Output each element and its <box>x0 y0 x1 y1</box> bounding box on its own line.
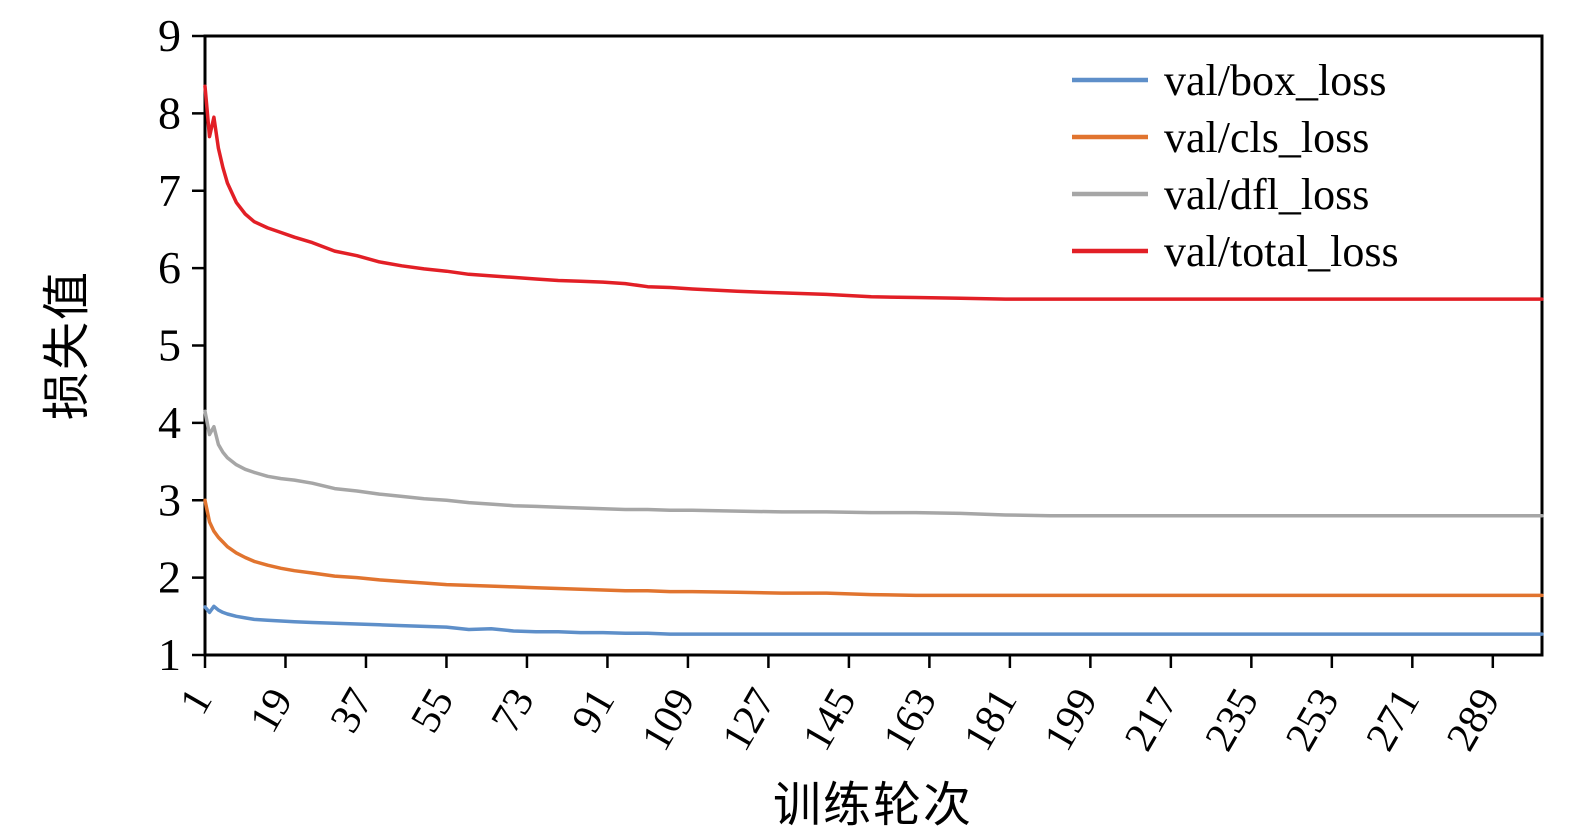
x-tick-label: 145 <box>794 681 865 759</box>
x-tick-label: 163 <box>875 681 946 759</box>
x-tick-label: 127 <box>714 681 785 759</box>
x-tick-label: 1 <box>171 681 221 722</box>
y-tick-label: 7 <box>158 165 181 216</box>
x-tick-label: 271 <box>1358 681 1429 759</box>
x-tick-label: 253 <box>1277 681 1348 759</box>
y-tick-label: 5 <box>158 320 181 371</box>
y-tick-label: 9 <box>158 10 181 61</box>
y-tick-label: 6 <box>158 242 181 293</box>
legend-label-val-cls-loss: val/cls_loss <box>1164 113 1369 162</box>
x-tick-label: 235 <box>1197 681 1268 759</box>
x-tick-label: 73 <box>483 681 544 740</box>
series-line-val-cls-loss <box>203 498 1544 598</box>
y-tick-label: 1 <box>158 629 181 680</box>
x-tick-label: 109 <box>633 681 704 759</box>
x-tick-label: 55 <box>402 681 463 740</box>
y-tick-label: 2 <box>158 552 181 603</box>
series-line-val-box-loss <box>203 604 1544 636</box>
x-tick-label: 199 <box>1036 681 1107 759</box>
series-line-val-total-loss <box>203 84 1544 301</box>
x-axis-label: 训练轮次 <box>772 779 974 832</box>
legend-label-val-box-loss: val/box_loss <box>1164 56 1386 105</box>
y-tick-label: 8 <box>158 87 181 138</box>
x-tick-label: 37 <box>322 681 383 740</box>
y-axis-label: 损失值 <box>41 269 94 421</box>
x-tick-label: 19 <box>241 681 302 740</box>
legend-label-val-dfl-loss: val/dfl_loss <box>1164 170 1369 219</box>
x-tick-label: 217 <box>1116 681 1187 759</box>
x-tick-label: 289 <box>1438 681 1509 759</box>
series-line-val-dfl-loss <box>203 409 1544 518</box>
x-tick-label: 91 <box>563 681 624 740</box>
legend-label-val-total-loss: val/total_loss <box>1164 227 1399 276</box>
y-tick-label: 4 <box>158 397 181 448</box>
x-tick-label: 181 <box>955 681 1026 759</box>
y-tick-label: 3 <box>158 474 181 525</box>
